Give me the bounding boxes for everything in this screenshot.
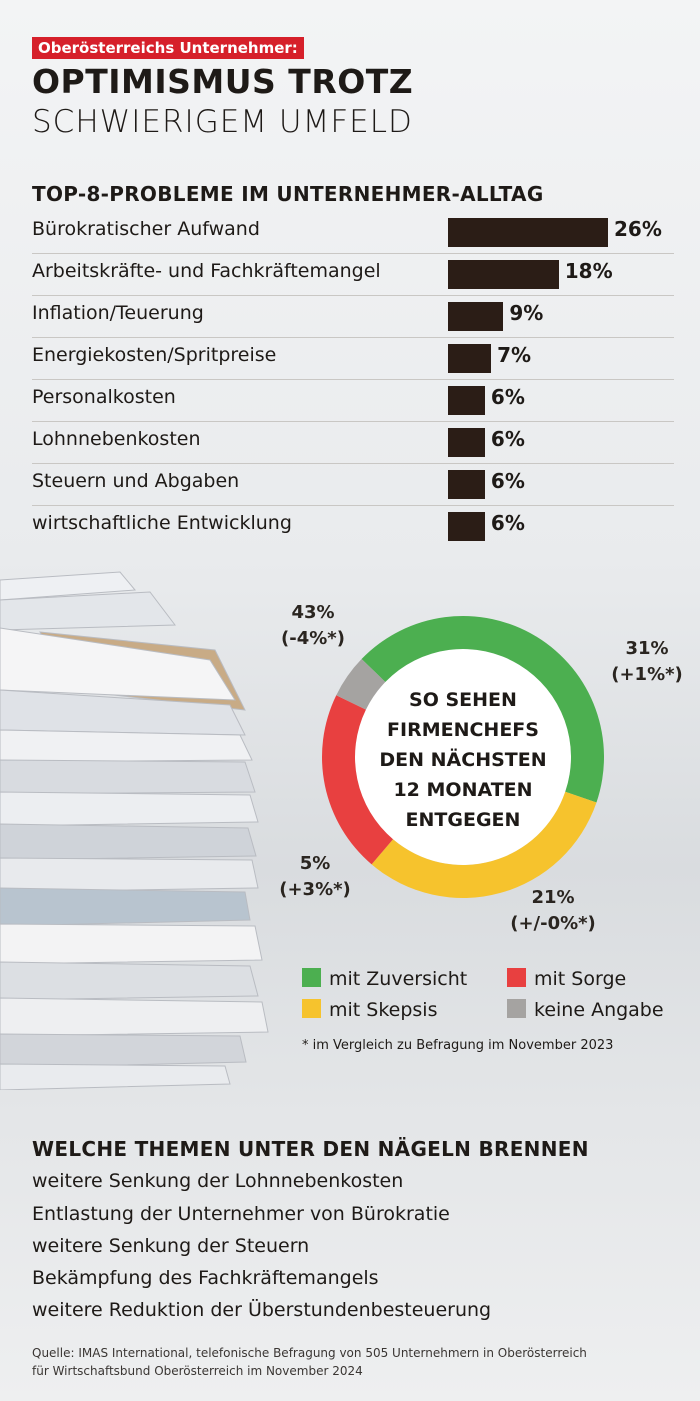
- slice-label-keine-angabe: 5% (+3%*): [270, 851, 360, 903]
- bar-chart-title: TOP-8-PROBLEME IM UNTERNEHMER-ALLTAG: [32, 182, 544, 206]
- legend-label: keine Angabe: [534, 999, 664, 1021]
- bar: [448, 470, 485, 499]
- bar-category-label: wirtschaftliche Entwicklung: [32, 512, 292, 534]
- slice-value: 43%: [291, 602, 335, 623]
- page-title: OPTIMISMUS TROTZ: [32, 62, 414, 101]
- bar: [448, 218, 608, 247]
- theme-item: Entlastung der Unternehmer von Bürokrati…: [32, 1203, 450, 1225]
- legend-item-keine-angabe: keine Angabe: [507, 999, 664, 1021]
- source-label: Quelle:: [32, 1346, 75, 1360]
- legend-item-skepsis: mit Skepsis: [302, 999, 438, 1021]
- bar: [448, 428, 485, 457]
- bar-category-label: Arbeitskräfte- und Fachkräftemangel: [32, 260, 381, 282]
- legend-swatch: [507, 968, 526, 987]
- themes-title: WELCHE THEMEN UNTER DEN NÄGELN BRENNEN: [32, 1137, 589, 1161]
- donut-center-text: SO SEHEN FIRMENCHEFS DEN NÄCHSTEN 12 MON…: [363, 685, 563, 835]
- legend-item-zuversicht: mit Zuversicht: [302, 968, 467, 990]
- footnote: * im Vergleich zu Befragung im November …: [302, 1038, 614, 1053]
- legend-swatch: [302, 999, 321, 1018]
- bar-row: Arbeitskräfte- und Fachkräftemangel 18%: [32, 254, 674, 296]
- slice-change: (+1%*): [611, 664, 683, 685]
- bar-category-label: Steuern und Abgaben: [32, 470, 240, 492]
- bar-row: Bürokratischer Aufwand 26%: [32, 212, 674, 254]
- theme-item: weitere Senkung der Lohnnebenkosten: [32, 1170, 404, 1192]
- donut-slice: [371, 791, 597, 898]
- slice-label-zuversicht: 43% (-4%*): [268, 600, 358, 652]
- bar-value-label: 26%: [614, 217, 662, 241]
- bar-value-label: 9%: [509, 301, 544, 325]
- bar: [448, 260, 559, 289]
- source-note: Quelle: IMAS International, telefonische…: [32, 1344, 587, 1380]
- slice-change: (+3%*): [279, 879, 351, 900]
- donut-slice: [361, 616, 604, 803]
- bar-row: wirtschaftliche Entwicklung 6%: [32, 506, 674, 547]
- center-line: 12 MONATEN: [393, 779, 533, 801]
- slice-change: (-4%*): [281, 628, 345, 649]
- bar-row: Personalkosten 6%: [32, 380, 674, 422]
- bar-row: Lohnnebenkosten 6%: [32, 422, 674, 464]
- paper-stack-image: [0, 571, 269, 1090]
- legend-label: mit Zuversicht: [329, 968, 468, 990]
- center-line: FIRMENCHEFS: [387, 719, 539, 741]
- bar: [448, 512, 485, 541]
- bar-category-label: Personalkosten: [32, 386, 176, 408]
- bar: [448, 386, 485, 415]
- slice-value: 5%: [299, 853, 331, 874]
- center-line: DEN NÄCHSTEN: [379, 749, 547, 771]
- bar: [448, 344, 492, 373]
- bar-value-label: 6%: [490, 427, 525, 451]
- source-line: IMAS International, telefonische Befragu…: [78, 1346, 587, 1360]
- center-line: ENTGEGEN: [405, 809, 521, 831]
- bar-value-label: 6%: [490, 511, 525, 535]
- bar-row: Inflation/Teuerung 9%: [32, 296, 674, 338]
- donut-slice: [322, 695, 394, 865]
- legend-swatch: [302, 968, 321, 987]
- bar-category-label: Bürokratischer Aufwand: [32, 218, 260, 240]
- donut-center: [355, 649, 571, 865]
- theme-item: Bekämpfung des Fachkräftemangels: [32, 1267, 379, 1289]
- source-line: für Wirtschaftsbund Oberösterreich im No…: [32, 1364, 363, 1378]
- bar-value-label: 6%: [490, 385, 525, 409]
- slice-label-sorge: 21% (+/-0%*): [495, 885, 611, 937]
- bar-value-label: 6%: [490, 469, 525, 493]
- bar-row: Energiekosten/Spritpreise 7%: [32, 338, 674, 380]
- legend-item-sorge: mit Sorge: [507, 968, 626, 990]
- bar-category-label: Inflation/Teuerung: [32, 302, 204, 324]
- center-line: SO SEHEN: [409, 689, 517, 711]
- theme-item: weitere Reduktion der Überstundenbesteue…: [32, 1299, 492, 1321]
- bar: [448, 302, 504, 331]
- bar-value-label: 18%: [564, 259, 613, 283]
- legend-label: mit Skepsis: [329, 999, 438, 1021]
- legend-label: mit Sorge: [534, 968, 627, 990]
- bar-row: Steuern und Abgaben 6%: [32, 464, 674, 506]
- donut-slice: [336, 659, 386, 710]
- kicker-badge: Oberösterreichs Unternehmer:: [32, 37, 304, 59]
- page-subtitle: SCHWIERIGEM UMFELD: [32, 104, 413, 140]
- legend-swatch: [507, 999, 526, 1018]
- slice-change: (+/-0%*): [510, 913, 596, 934]
- slice-value: 21%: [531, 887, 575, 908]
- bar-value-label: 7%: [497, 343, 532, 367]
- bar-category-label: Lohnnebenkosten: [32, 428, 201, 450]
- bar-category-label: Energiekosten/Spritpreise: [32, 344, 277, 366]
- theme-item: weitere Senkung der Steuern: [32, 1235, 310, 1257]
- slice-value: 31%: [625, 638, 669, 659]
- slice-label-skepsis: 31% (+1%*): [600, 636, 694, 688]
